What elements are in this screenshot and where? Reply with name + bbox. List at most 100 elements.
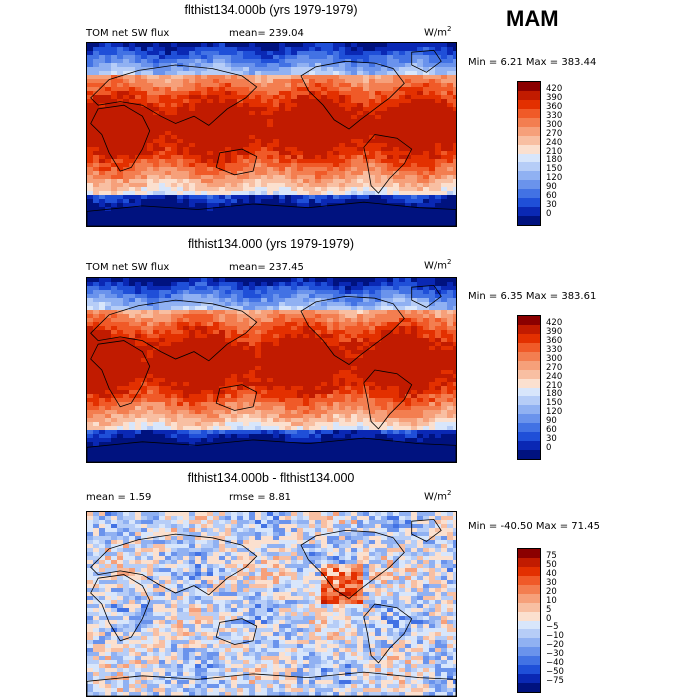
colorbar-swatch: [518, 584, 540, 594]
colorbar-swatch: [518, 683, 540, 692]
colorbar-swatch: [518, 360, 540, 370]
colorbar-swatch: [518, 557, 540, 567]
colorbar-swatch: [518, 665, 540, 675]
panel-2-map: [86, 277, 457, 463]
colorbar-tick-label: −20: [546, 640, 564, 651]
colorbar-swatch: [518, 324, 540, 334]
colorbar-tick-label: 30: [546, 434, 557, 445]
colorbar-swatch: [518, 351, 540, 361]
colorbar-tick-label: 300: [546, 119, 563, 130]
colorbar-tick-label: 240: [546, 137, 563, 148]
panel-3-units: W/m2: [424, 489, 452, 503]
colorbar-tick-label: 90: [546, 182, 557, 193]
colorbar-swatch: [518, 153, 540, 163]
panel-3-map: [86, 511, 457, 697]
colorbar-tick-label: −50: [546, 667, 564, 678]
colorbar-swatch: [518, 566, 540, 576]
colorbar-tick-label: 150: [546, 398, 563, 409]
colorbar-tick-label: 5: [546, 604, 552, 615]
coastline: [411, 284, 442, 308]
coastline: [363, 134, 413, 194]
colorbar-swatch: [518, 198, 540, 208]
colorbar-swatch: [518, 575, 540, 585]
panel-3-title: flthist134.000b - flthist134.000: [187, 471, 355, 485]
panel-3-minmax: Min = -40.50 Max = 71.45: [468, 521, 600, 532]
colorbar-swatch: [518, 180, 540, 190]
colorbar-swatch: [518, 189, 540, 199]
coastline: [87, 201, 456, 226]
colorbar-tick-label: 75: [546, 550, 557, 561]
colorbar-swatch: [518, 126, 540, 136]
season-label: MAM: [506, 6, 559, 31]
panel-3-colorbar: [517, 548, 541, 693]
colorbar-tick-label: −30: [546, 649, 564, 660]
colorbar-tick-label: 420: [546, 83, 563, 94]
colorbar-swatch: [518, 162, 540, 172]
colorbar-tick-label: 270: [546, 362, 563, 373]
colorbar-tick-label: 20: [546, 586, 557, 597]
colorbar-swatch: [518, 423, 540, 433]
colorbar-swatch: [518, 414, 540, 424]
colorbar-swatch: [518, 611, 540, 621]
colorbar-tick-label: 270: [546, 128, 563, 139]
panel-2-units: W/m2: [424, 258, 452, 272]
panel-1-map: [86, 42, 457, 227]
colorbar-tick-label: 180: [546, 389, 563, 400]
coastline: [215, 618, 258, 645]
map-field: [87, 278, 456, 462]
colorbar-swatch: [518, 656, 540, 666]
colorbar-swatch: [518, 396, 540, 406]
panel-2-minmax: Min = 6.35 Max = 383.61: [468, 291, 597, 302]
colorbar-tick-label: 150: [546, 164, 563, 175]
colorbar-swatch: [518, 90, 540, 100]
colorbar-tick-label: −40: [546, 658, 564, 669]
colorbar-tick-label: 90: [546, 416, 557, 427]
colorbar-tick-label: 180: [546, 155, 563, 166]
coastline: [215, 384, 258, 411]
map-field: [87, 43, 456, 226]
colorbar-tick-label: 360: [546, 101, 563, 112]
colorbar-swatch: [518, 629, 540, 639]
coastline: [363, 603, 413, 664]
colorbar-swatch: [518, 674, 540, 684]
colorbar-tick-label: 30: [546, 577, 557, 588]
panel-2-colorbar: [517, 315, 541, 460]
colorbar-swatch: [518, 216, 540, 225]
coastline: [300, 60, 405, 130]
panel-3-rmse-label: rmse = 8.81: [229, 492, 292, 503]
colorbar-tick-label: 50: [546, 559, 557, 570]
colorbar-swatch: [518, 316, 540, 325]
colorbar-tick-label: 60: [546, 425, 557, 436]
coastline: [87, 437, 456, 462]
panel-1-title: flthist134.000b (yrs 1979-1979): [184, 3, 358, 17]
colorbar-tick-label: 390: [546, 326, 563, 337]
colorbar-tick-label: −75: [546, 676, 564, 687]
panel-1-units: W/m2: [424, 25, 452, 39]
colorbar-swatch: [518, 207, 540, 217]
colorbar-swatch: [518, 405, 540, 415]
colorbar-tick-label: 420: [546, 317, 563, 328]
panel-3-mean-label: mean = 1.59: [86, 492, 152, 503]
panel-1-mean-label: mean= 239.04: [229, 28, 304, 39]
colorbar-swatch: [518, 450, 540, 459]
colorbar-tick-label: 120: [546, 407, 563, 418]
colorbar-tick-label: 30: [546, 200, 557, 211]
colorbar-tick-label: 60: [546, 191, 557, 202]
panel-1-colorbar: [517, 81, 541, 226]
colorbar-tick-label: 330: [546, 344, 563, 355]
coastline: [90, 299, 258, 362]
coastline: [87, 671, 456, 696]
colorbar-tick-label: 240: [546, 371, 563, 382]
colorbar-tick-label: 390: [546, 92, 563, 103]
coastline: [411, 49, 442, 73]
coastline: [90, 104, 151, 172]
colorbar-tick-label: 300: [546, 353, 563, 364]
colorbar-swatch: [518, 647, 540, 657]
colorbar-tick-label: −10: [546, 631, 564, 642]
panel-2-title: flthist134.000 (yrs 1979-1979): [187, 237, 355, 251]
colorbar-swatch: [518, 638, 540, 648]
colorbar-swatch: [518, 620, 540, 630]
colorbar-tick-label: 330: [546, 110, 563, 121]
panel-1-minmax: Min = 6.21 Max = 383.44: [468, 57, 597, 68]
coastline: [300, 295, 405, 365]
